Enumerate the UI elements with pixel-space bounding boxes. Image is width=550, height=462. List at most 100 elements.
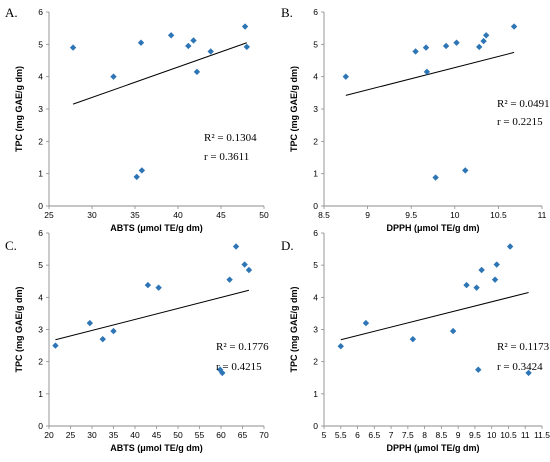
data-point [480,37,487,45]
trend-line [72,42,247,105]
x-tick-label: 6 [355,430,360,440]
data-point [342,73,349,80]
data-point [86,319,94,327]
y-tick-label: 4 [313,72,318,82]
y-axis-title: TPC (mg GAE/g dm) [14,66,24,152]
data-point [219,369,226,377]
y-axis-title: TPC (mg GAE/g dm) [289,66,299,152]
x-tick-label: 10 [450,210,460,220]
data-point [525,369,532,377]
x-tick-label: 8.5 [318,210,330,220]
y-tick-label: 3 [38,104,43,114]
data-point [506,243,514,250]
data-point [493,261,500,268]
y-tick-label: 0 [38,201,43,211]
r-squared-label: R² = 0.1173 [497,341,550,353]
y-axis-title: TPC (mg GAE/g dm) [14,287,24,373]
x-axis-title: ABTS (μmol TE/g dm) [110,443,203,453]
r-value-label: r = 0.3611 [204,151,249,163]
data-point [409,335,417,343]
panel-label: B. [281,5,293,20]
data-point [453,39,460,46]
y-tick-label: 4 [313,292,318,302]
data-point [478,266,485,274]
y-tick-label: 0 [313,201,318,211]
x-tick-label: 9.5 [405,210,417,220]
y-tick-label: 6 [313,7,318,17]
y-tick-label: 5 [313,260,318,270]
data-point [491,276,499,283]
data-point [475,366,482,373]
data-point [110,327,117,335]
data-point [167,32,175,39]
x-axis-title: DPPH (μmol TE/g dm) [386,443,479,453]
y-tick-label: 1 [313,169,318,179]
y-tick-label: 3 [313,104,318,114]
data-point [473,284,480,291]
y-tick-label: 6 [38,7,43,17]
x-tick-label: 40 [130,430,140,440]
x-tick-label: 30 [87,210,97,220]
x-tick-label: 60 [216,430,226,440]
x-tick-label: 30 [87,430,97,440]
x-tick-label: 5 [322,430,327,440]
data-point [412,48,419,55]
data-point [207,48,214,55]
r-squared-label: R² = 0.1304 [204,132,257,144]
x-tick-label: 7.5 [402,430,414,440]
panel-label: C. [5,238,17,253]
data-point [243,43,250,51]
y-tick-label: 5 [313,39,318,49]
y-tick-label: 1 [313,389,318,399]
y-tick-label: 2 [38,136,43,146]
x-tick-label: 9.5 [469,430,481,440]
data-point [232,243,240,250]
y-tick-label: 1 [38,169,43,179]
y-axis-title: TPC (mg GAE/g dm) [289,287,299,373]
y-tick-label: 3 [38,325,43,335]
x-tick-label: 55 [195,430,205,440]
x-tick-label: 40 [173,210,183,220]
y-tick-label: 2 [313,357,318,367]
data-point [482,32,490,39]
data-point [144,281,152,289]
data-point [432,174,439,181]
x-tick-label: 50 [173,430,183,440]
r-value-label: r = 0.4215 [216,361,262,373]
data-point [52,342,59,349]
x-tick-label: 45 [152,430,162,440]
data-point [69,44,77,51]
x-tick-label: 11.5 [534,430,550,440]
x-tick-label: 35 [109,430,119,440]
x-tick-label: 9 [456,430,461,440]
data-point [449,327,457,335]
x-tick-label: 9 [365,210,370,220]
data-point [463,281,470,289]
x-tick-label: 50 [259,210,269,220]
r-value-label: r = 0.3424 [497,361,543,373]
x-tick-label: 70 [259,430,269,440]
x-tick-label: 11 [521,430,530,440]
data-point [337,343,344,350]
x-tick-label: 65 [238,430,248,440]
x-tick-label: 10.5 [500,430,517,440]
x-axis-title: ABTS (μmol TE/g dm) [110,223,203,233]
data-point [423,68,431,76]
x-tick-label: 45 [216,210,226,220]
trend-line [345,51,515,96]
data-point [462,167,469,174]
data-point [362,319,370,327]
data-point [226,276,233,283]
data-point [137,39,145,46]
trend-line [340,292,529,341]
y-tick-label: 6 [313,228,318,238]
y-tick-label: 3 [313,325,318,335]
data-point [241,23,249,30]
r-squared-label: R² = 0.0491 [497,98,550,110]
y-tick-label: 2 [38,357,43,367]
data-point [133,173,140,181]
r-squared-label: R² = 0.1776 [216,341,269,353]
y-tick-label: 5 [38,39,43,49]
